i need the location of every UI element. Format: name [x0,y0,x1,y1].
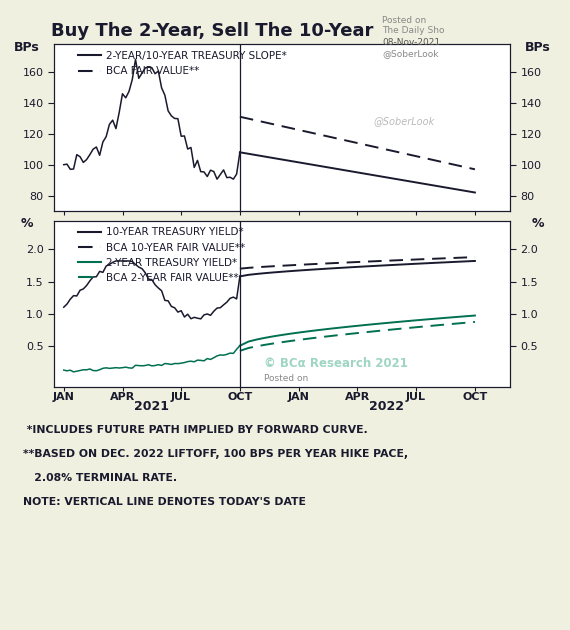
Text: JUL: JUL [406,392,426,403]
Text: 2022: 2022 [369,399,404,413]
Text: © BCα Research 2021: © BCα Research 2021 [264,357,408,370]
Text: *INCLUDES FUTURE PATH IMPLIED BY FORWARD CURVE.: *INCLUDES FUTURE PATH IMPLIED BY FORWARD… [23,425,368,435]
Text: 2.08% TERMINAL RATE.: 2.08% TERMINAL RATE. [23,473,177,483]
Text: Buy The 2-Year, Sell The 10-Year: Buy The 2-Year, Sell The 10-Year [51,22,374,40]
Text: OCT: OCT [227,392,253,403]
Text: APR: APR [344,392,370,403]
Text: Posted on: Posted on [264,374,308,383]
Text: APR: APR [110,392,135,403]
Y-axis label: %: % [531,217,544,230]
Y-axis label: BPs: BPs [524,41,551,54]
Text: NOTE: VERTICAL LINE DENOTES TODAY'S DATE: NOTE: VERTICAL LINE DENOTES TODAY'S DATE [23,497,306,507]
Legend: 10-YEAR TREASURY YIELD*, BCA 10-YEAR FAIR VALUE**, 2-YEAR TREASURY YIELD*, BCA 2: 10-YEAR TREASURY YIELD*, BCA 10-YEAR FAI… [78,227,245,283]
Text: JAN: JAN [288,392,310,403]
Text: @SoberLook: @SoberLook [373,117,434,126]
Y-axis label: BPs: BPs [14,41,40,54]
Legend: 2-YEAR/10-YEAR TREASURY SLOPE*, BCA FAIR VALUE**: 2-YEAR/10-YEAR TREASURY SLOPE*, BCA FAIR… [78,51,287,76]
Text: Posted on: Posted on [382,16,426,25]
Text: JAN: JAN [53,392,75,403]
Text: 08-Nov-2021: 08-Nov-2021 [382,38,440,47]
Text: **BASED ON DEC. 2022 LIFTOFF, 100 BPS PER YEAR HIKE PACE,: **BASED ON DEC. 2022 LIFTOFF, 100 BPS PE… [23,449,408,459]
Text: The Daily Sho: The Daily Sho [382,26,445,35]
Y-axis label: %: % [21,217,33,230]
Text: OCT: OCT [462,392,487,403]
Text: JUL: JUL [171,392,191,403]
Text: @SoberLook: @SoberLook [382,49,438,58]
Text: 2021: 2021 [135,399,169,413]
